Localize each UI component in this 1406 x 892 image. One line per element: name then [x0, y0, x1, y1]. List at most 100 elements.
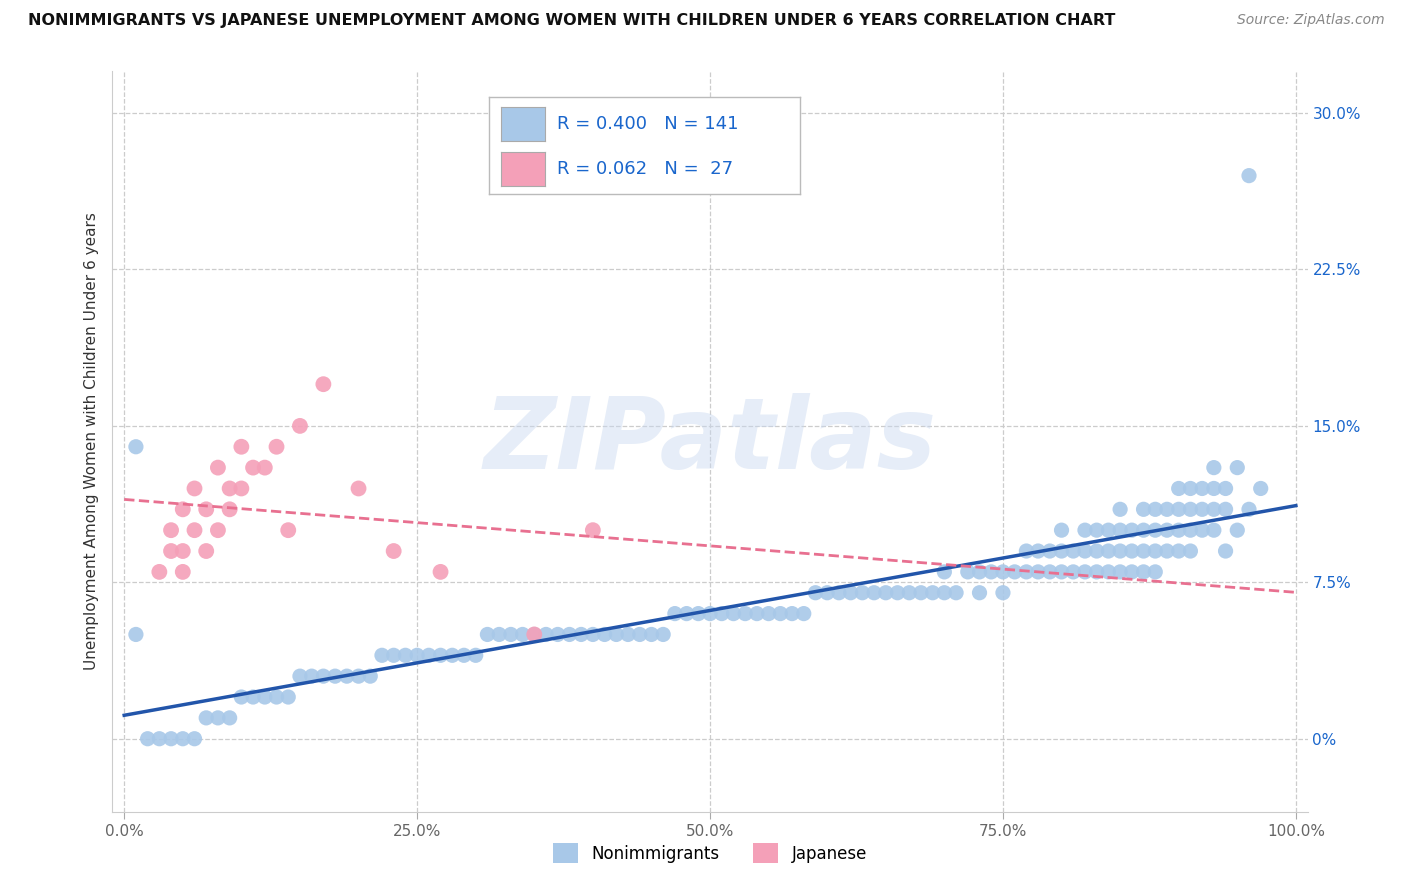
- Point: [218, 711, 240, 725]
- Point: [288, 418, 311, 433]
- Point: [207, 711, 229, 725]
- Point: [1226, 460, 1249, 475]
- Point: [898, 586, 921, 600]
- Point: [1191, 482, 1213, 496]
- Point: [336, 669, 359, 683]
- Point: [231, 690, 253, 704]
- Point: [1237, 502, 1260, 516]
- Point: [593, 627, 616, 641]
- Point: [441, 648, 464, 663]
- Point: [664, 607, 686, 621]
- Point: [921, 586, 943, 600]
- Point: [875, 586, 897, 600]
- Point: [640, 627, 662, 641]
- Point: [1202, 523, 1225, 537]
- Point: [1144, 565, 1167, 579]
- Point: [1121, 544, 1143, 558]
- Point: [582, 523, 605, 537]
- Point: [675, 607, 697, 621]
- Point: [382, 648, 405, 663]
- Point: [1191, 523, 1213, 537]
- Point: [1215, 482, 1237, 496]
- Point: [429, 648, 451, 663]
- Point: [195, 711, 218, 725]
- Point: [558, 627, 581, 641]
- Point: [512, 627, 534, 641]
- Point: [1215, 502, 1237, 516]
- Point: [1180, 523, 1202, 537]
- Point: [253, 690, 276, 704]
- Point: [231, 482, 253, 496]
- Point: [242, 690, 264, 704]
- Point: [172, 544, 194, 558]
- Point: [980, 565, 1002, 579]
- Point: [1180, 482, 1202, 496]
- Point: [628, 627, 651, 641]
- Point: [1050, 544, 1073, 558]
- Point: [1226, 523, 1249, 537]
- Point: [207, 460, 229, 475]
- Point: [160, 523, 183, 537]
- Point: [969, 565, 991, 579]
- Point: [1202, 502, 1225, 516]
- Point: [688, 607, 710, 621]
- Point: [231, 440, 253, 454]
- Point: [1026, 544, 1049, 558]
- Point: [1039, 565, 1062, 579]
- Point: [195, 544, 218, 558]
- Point: [886, 586, 908, 600]
- Point: [1132, 544, 1154, 558]
- Point: [910, 586, 932, 600]
- Point: [172, 565, 194, 579]
- Point: [1015, 565, 1038, 579]
- Point: [277, 523, 299, 537]
- Point: [418, 648, 440, 663]
- Point: [1202, 460, 1225, 475]
- Point: [723, 607, 745, 621]
- Point: [453, 648, 475, 663]
- Point: [1026, 565, 1049, 579]
- Point: [148, 731, 170, 746]
- Point: [1250, 482, 1272, 496]
- Text: Source: ZipAtlas.com: Source: ZipAtlas.com: [1237, 13, 1385, 28]
- Point: [160, 731, 183, 746]
- Point: [359, 669, 381, 683]
- Point: [1132, 502, 1154, 516]
- Point: [125, 627, 148, 641]
- Point: [1121, 565, 1143, 579]
- Point: [1156, 544, 1178, 558]
- Legend: Nonimmigrants, Japanese: Nonimmigrants, Japanese: [547, 837, 873, 870]
- Point: [406, 648, 429, 663]
- Point: [1191, 502, 1213, 516]
- Point: [242, 460, 264, 475]
- Point: [1097, 523, 1119, 537]
- Point: [1132, 523, 1154, 537]
- Point: [1167, 523, 1189, 537]
- Point: [1156, 523, 1178, 537]
- Point: [323, 669, 346, 683]
- Point: [734, 607, 756, 621]
- Point: [1156, 502, 1178, 516]
- Point: [1062, 544, 1084, 558]
- Point: [1004, 565, 1026, 579]
- Point: [1109, 523, 1132, 537]
- Point: [1097, 544, 1119, 558]
- Point: [125, 440, 148, 454]
- Point: [956, 565, 979, 579]
- Point: [745, 607, 768, 621]
- Point: [288, 669, 311, 683]
- Point: [945, 586, 967, 600]
- Point: [1050, 523, 1073, 537]
- Point: [851, 586, 873, 600]
- Point: [1074, 523, 1097, 537]
- Point: [969, 586, 991, 600]
- Text: ZIPatlas: ZIPatlas: [484, 393, 936, 490]
- Point: [934, 565, 956, 579]
- Point: [1109, 502, 1132, 516]
- Text: NONIMMIGRANTS VS JAPANESE UNEMPLOYMENT AMONG WOMEN WITH CHILDREN UNDER 6 YEARS C: NONIMMIGRANTS VS JAPANESE UNEMPLOYMENT A…: [28, 13, 1115, 29]
- Point: [371, 648, 394, 663]
- Point: [266, 690, 288, 704]
- Point: [1180, 544, 1202, 558]
- Y-axis label: Unemployment Among Women with Children Under 6 years: Unemployment Among Women with Children U…: [83, 212, 98, 671]
- Point: [1132, 565, 1154, 579]
